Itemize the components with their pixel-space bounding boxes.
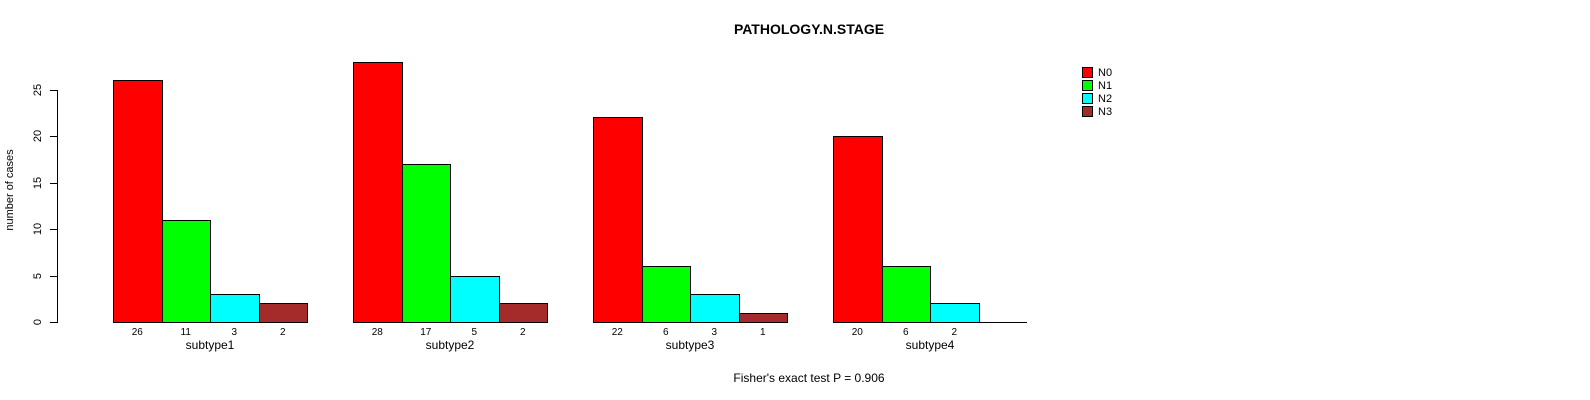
bar-N2-subtype2 bbox=[450, 275, 500, 323]
bar-N2-subtype4 bbox=[930, 303, 980, 323]
bar-value-label: 11 bbox=[180, 327, 191, 338]
y-tick-label: 0 bbox=[32, 318, 44, 326]
legend-item-N1: N1 bbox=[1082, 79, 1112, 92]
legend-swatch-N3 bbox=[1082, 106, 1093, 117]
bar-N0-subtype1 bbox=[113, 80, 163, 323]
bar-value-label: 3 bbox=[231, 327, 238, 338]
y-axis-tick bbox=[50, 229, 57, 230]
bar-value-label: 2 bbox=[951, 327, 958, 338]
bar-N0-subtype2 bbox=[353, 61, 403, 323]
y-tick-label: 10 bbox=[32, 222, 44, 236]
x-category-label-subtype2: subtype2 bbox=[425, 338, 475, 352]
bar-value-label: 2 bbox=[279, 327, 286, 338]
bar-value-label: 20 bbox=[851, 327, 863, 338]
bar-value-label: 2 bbox=[519, 327, 526, 338]
bar-value-label: 6 bbox=[902, 327, 909, 338]
bar-N2-subtype3 bbox=[690, 294, 740, 323]
legend-label: N0 bbox=[1098, 66, 1113, 79]
bar-value-label: 1 bbox=[759, 327, 766, 338]
bar-N1-subtype3 bbox=[641, 266, 691, 323]
y-axis-tick bbox=[50, 275, 57, 277]
y-axis-tick bbox=[50, 136, 57, 137]
annotation-fisher-test: Fisher's exact test P = 0.906 bbox=[733, 371, 885, 385]
bar-N3-subtype3 bbox=[738, 312, 788, 323]
bar-value-label: 26 bbox=[131, 327, 143, 338]
bar-value-label: 28 bbox=[371, 327, 383, 338]
x-category-label-subtype3: subtype3 bbox=[665, 338, 715, 352]
y-tick-label: 25 bbox=[32, 83, 44, 96]
legend-swatch-N0 bbox=[1082, 67, 1093, 78]
bar-N0-subtype3 bbox=[593, 117, 643, 323]
bar-value-label: 22 bbox=[611, 327, 623, 338]
bar-N0-subtype4 bbox=[833, 136, 883, 323]
y-tick-label: 20 bbox=[32, 129, 44, 143]
legend-item-N0: N0 bbox=[1082, 66, 1112, 79]
legend-label: N1 bbox=[1098, 79, 1113, 92]
y-axis-tick bbox=[50, 182, 57, 184]
legend-item-N3: N3 bbox=[1082, 105, 1112, 118]
x-category-label-subtype1: subtype1 bbox=[185, 338, 235, 352]
bar-N1-subtype1 bbox=[161, 219, 211, 323]
bar-value-label: 5 bbox=[471, 327, 478, 338]
y-axis-tick bbox=[50, 89, 57, 91]
bar-N1-subtype2 bbox=[401, 163, 451, 323]
y-axis-title: number of cases bbox=[4, 149, 16, 231]
bar-N3-subtype2 bbox=[498, 303, 548, 323]
bar-N2-subtype1 bbox=[210, 294, 260, 323]
bar-value-label: 17 bbox=[420, 327, 432, 338]
bar-value-label: 3 bbox=[711, 327, 718, 338]
bar-value-label: 6 bbox=[662, 327, 669, 338]
legend-item-N2: N2 bbox=[1082, 92, 1112, 105]
bar-N3-subtype1 bbox=[258, 303, 308, 323]
y-tick-label: 15 bbox=[32, 176, 44, 189]
chart-title: PATHOLOGY.N.STAGE bbox=[733, 21, 885, 37]
y-tick-label: 5 bbox=[32, 272, 44, 279]
x-category-label-subtype4: subtype4 bbox=[905, 338, 955, 352]
legend-swatch-N1 bbox=[1082, 80, 1093, 91]
legend-swatch-N2 bbox=[1082, 93, 1093, 104]
bar-N1-subtype4 bbox=[881, 266, 931, 323]
y-axis-line bbox=[57, 89, 58, 323]
y-axis-tick bbox=[50, 322, 57, 323]
legend: N0 N1 N2 N3 bbox=[1082, 66, 1112, 118]
legend-label: N3 bbox=[1098, 105, 1113, 118]
legend-label: N2 bbox=[1098, 92, 1113, 105]
